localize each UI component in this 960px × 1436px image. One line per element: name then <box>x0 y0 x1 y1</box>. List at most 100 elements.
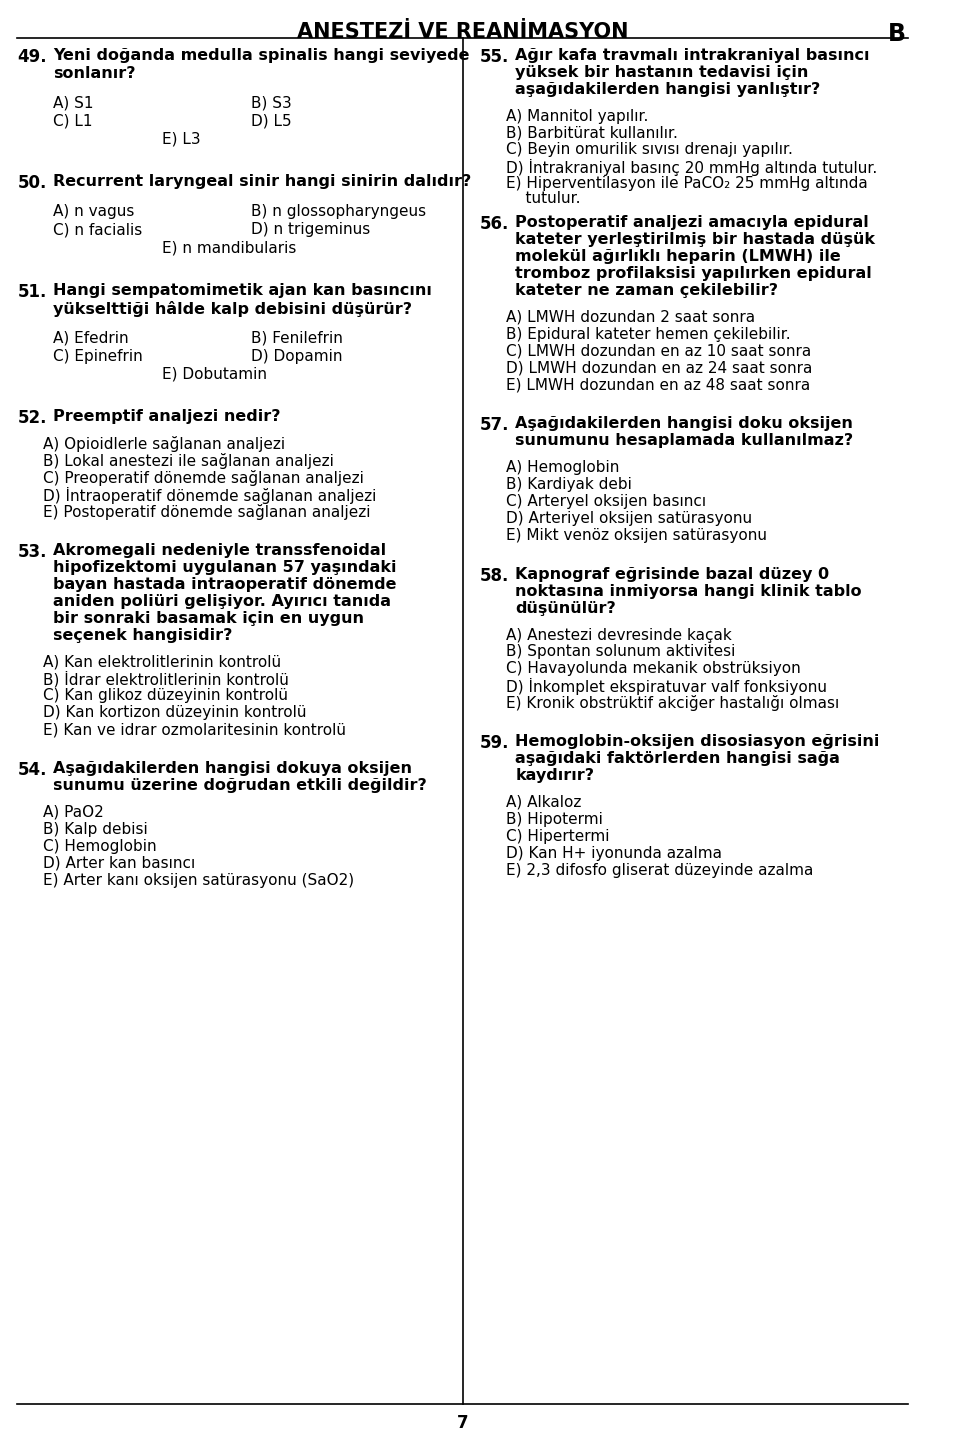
Text: D) İntraoperatif dönemde sağlanan analjezi: D) İntraoperatif dönemde sağlanan analje… <box>43 487 376 504</box>
Text: 58.: 58. <box>480 567 509 584</box>
Text: kateter ne zaman çekilebilir?: kateter ne zaman çekilebilir? <box>516 283 779 297</box>
Text: 59.: 59. <box>480 734 510 752</box>
Text: B) Barbitürat kullanılır.: B) Barbitürat kullanılır. <box>506 125 678 141</box>
Text: aşağıdaki faktörlerden hangisi sağa: aşağıdaki faktörlerden hangisi sağa <box>516 751 840 765</box>
Text: A) Opioidlerle sağlanan analjezi: A) Opioidlerle sağlanan analjezi <box>43 437 285 452</box>
Text: Hangi sempatomimetik ajan kan basıncını: Hangi sempatomimetik ajan kan basıncını <box>53 283 432 297</box>
Text: B) Fenilefrin: B) Fenilefrin <box>251 330 343 346</box>
Text: Preemptif analjezi nedir?: Preemptif analjezi nedir? <box>53 409 280 425</box>
Text: B) Lokal anestezi ile sağlanan analjezi: B) Lokal anestezi ile sağlanan analjezi <box>43 454 334 470</box>
Text: molekül ağırlıklı heparin (LMWH) ile: molekül ağırlıklı heparin (LMWH) ile <box>516 248 841 264</box>
Text: 49.: 49. <box>17 47 47 66</box>
Text: kaydırır?: kaydırır? <box>516 768 594 783</box>
Text: 7: 7 <box>457 1414 468 1432</box>
Text: A) Hemoglobin: A) Hemoglobin <box>506 460 619 475</box>
Text: E) Kan ve idrar ozmolaritesinin kontrolü: E) Kan ve idrar ozmolaritesinin kontrolü <box>43 722 347 737</box>
Text: D) Arteriyel oksijen satürasyonu: D) Arteriyel oksijen satürasyonu <box>506 511 752 526</box>
Text: D) İntrakraniyal basınç 20 mmHg altında tutulur.: D) İntrakraniyal basınç 20 mmHg altında … <box>506 159 877 177</box>
Text: B) Kardiyak debi: B) Kardiyak debi <box>506 477 632 493</box>
Text: A) PaO2: A) PaO2 <box>43 804 104 820</box>
Text: yüksek bir hastanın tedavisi için: yüksek bir hastanın tedavisi için <box>516 65 809 80</box>
Text: Aşağıdakilerden hangisi doku oksijen: Aşağıdakilerden hangisi doku oksijen <box>516 416 853 431</box>
Text: D) LMWH dozundan en az 24 saat sonra: D) LMWH dozundan en az 24 saat sonra <box>506 360 812 376</box>
Text: A) Mannitol yapılır.: A) Mannitol yapılır. <box>506 109 648 123</box>
Text: 57.: 57. <box>480 416 510 434</box>
Text: A) Alkaloz: A) Alkaloz <box>506 796 581 810</box>
Text: C) n facialis: C) n facialis <box>53 223 142 237</box>
Text: yükselttiği hâlde kalp debisini düşürür?: yükselttiği hâlde kalp debisini düşürür? <box>53 300 412 317</box>
Text: 53.: 53. <box>17 543 47 561</box>
Text: sunumu üzerine doğrudan etkili değildir?: sunumu üzerine doğrudan etkili değildir? <box>53 778 427 793</box>
Text: B) İdrar elektrolitlerinin kontrolü: B) İdrar elektrolitlerinin kontrolü <box>43 672 289 688</box>
Text: 56.: 56. <box>480 215 509 233</box>
Text: Hemoglobin-oksijen disosiasyon eğrisini: Hemoglobin-oksijen disosiasyon eğrisini <box>516 734 880 750</box>
Text: C) Kan glikoz düzeyinin kontrolü: C) Kan glikoz düzeyinin kontrolü <box>43 688 288 704</box>
Text: A) LMWH dozundan 2 saat sonra: A) LMWH dozundan 2 saat sonra <box>506 310 755 325</box>
Text: sunumunu hesaplamada kullanılmaz?: sunumunu hesaplamada kullanılmaz? <box>516 434 853 448</box>
Text: hipofizektomi uygulanan 57 yaşındaki: hipofizektomi uygulanan 57 yaşındaki <box>53 560 396 574</box>
Text: C) Epinefrin: C) Epinefrin <box>53 349 143 363</box>
Text: Aşağıdakilerden hangisi dokuya oksijen: Aşağıdakilerden hangisi dokuya oksijen <box>53 761 412 775</box>
Text: bir sonraki basamak için en uygun: bir sonraki basamak için en uygun <box>53 610 364 626</box>
Text: bayan hastada intraoperatif dönemde: bayan hastada intraoperatif dönemde <box>53 577 396 592</box>
Text: C) Havayolunda mekanik obstrüksiyon: C) Havayolunda mekanik obstrüksiyon <box>506 662 801 676</box>
Text: E) LMWH dozundan en az 48 saat sonra: E) LMWH dozundan en az 48 saat sonra <box>506 378 810 392</box>
Text: aşağıdakilerden hangisi yanlıştır?: aşağıdakilerden hangisi yanlıştır? <box>516 82 821 96</box>
Text: A) n vagus: A) n vagus <box>53 204 134 220</box>
Text: Ağır kafa travmalı intrakraniyal basıncı: Ağır kafa travmalı intrakraniyal basıncı <box>516 47 870 63</box>
Text: seçenek hangisidir?: seçenek hangisidir? <box>53 628 232 642</box>
Text: C) LMWH dozundan en az 10 saat sonra: C) LMWH dozundan en az 10 saat sonra <box>506 343 811 359</box>
Text: A) Kan elektrolitlerinin kontrolü: A) Kan elektrolitlerinin kontrolü <box>43 655 281 669</box>
Text: E) Postoperatif dönemde sağlanan analjezi: E) Postoperatif dönemde sağlanan analjez… <box>43 504 371 520</box>
Text: aniden poliüri gelişiyor. Ayırıcı tanıda: aniden poliüri gelişiyor. Ayırıcı tanıda <box>53 593 391 609</box>
Text: A) Anestezi devresinde kaçak: A) Anestezi devresinde kaçak <box>506 628 732 642</box>
Text: A) S1: A) S1 <box>53 96 93 111</box>
Text: tromboz profilaksisi yapılırken epidural: tromboz profilaksisi yapılırken epidural <box>516 266 873 281</box>
Text: E) Kronik obstrüktif akciğer hastalığı olması: E) Kronik obstrüktif akciğer hastalığı o… <box>506 695 839 711</box>
Text: 55.: 55. <box>480 47 509 66</box>
Text: D) Dopamin: D) Dopamin <box>251 349 342 363</box>
Text: C) Hipertermi: C) Hipertermi <box>506 829 610 844</box>
Text: A) Efedrin: A) Efedrin <box>53 330 129 346</box>
Text: B) Hipotermi: B) Hipotermi <box>506 811 603 827</box>
Text: D) L5: D) L5 <box>251 113 291 129</box>
Text: 52.: 52. <box>17 409 47 428</box>
Text: tutulur.: tutulur. <box>506 191 581 207</box>
Text: B) n glossopharyngeus: B) n glossopharyngeus <box>251 204 425 220</box>
Text: C) Hemoglobin: C) Hemoglobin <box>43 839 157 853</box>
Text: ANESTEZİ VE REANİMASYON: ANESTEZİ VE REANİMASYON <box>297 22 628 42</box>
Text: C) Preoperatif dönemde sağlanan analjezi: C) Preoperatif dönemde sağlanan analjezi <box>43 470 364 487</box>
Text: E) L3: E) L3 <box>162 132 201 146</box>
Text: E) 2,3 difosfo gliserat düzeyinde azalma: E) 2,3 difosfo gliserat düzeyinde azalma <box>506 863 813 877</box>
Text: D) n trigeminus: D) n trigeminus <box>251 223 370 237</box>
Text: B) Spontan solunum aktivitesi: B) Spontan solunum aktivitesi <box>506 645 735 659</box>
Text: Akromegali nedeniyle transsfenoidal: Akromegali nedeniyle transsfenoidal <box>53 543 386 557</box>
Text: B) S3: B) S3 <box>251 96 291 111</box>
Text: E) Dobutamin: E) Dobutamin <box>162 366 267 382</box>
Text: B: B <box>888 22 905 46</box>
Text: E) Hiperventilasyon ile PaCO₂ 25 mmHg altında: E) Hiperventilasyon ile PaCO₂ 25 mmHg al… <box>506 177 868 191</box>
Text: E) Arter kanı oksijen satürasyonu (SaO2): E) Arter kanı oksijen satürasyonu (SaO2) <box>43 873 354 887</box>
Text: düşünülür?: düşünülür? <box>516 600 616 616</box>
Text: B) Epidural kateter hemen çekilebilir.: B) Epidural kateter hemen çekilebilir. <box>506 327 790 342</box>
Text: E) Mikt venöz oksijen satürasyonu: E) Mikt venöz oksijen satürasyonu <box>506 528 767 543</box>
Text: Recurrent laryngeal sinir hangi sinirin dalıdır?: Recurrent laryngeal sinir hangi sinirin … <box>53 174 471 190</box>
Text: E) n mandibularis: E) n mandibularis <box>162 240 297 256</box>
Text: D) Kan H+ iyonunda azalma: D) Kan H+ iyonunda azalma <box>506 846 722 860</box>
Text: D) Arter kan basıncı: D) Arter kan basıncı <box>43 856 196 870</box>
Text: C) Arteryel oksijen basıncı: C) Arteryel oksijen basıncı <box>506 494 706 508</box>
Text: 51.: 51. <box>17 283 47 302</box>
Text: sonlanır?: sonlanır? <box>53 66 135 80</box>
Text: D) Kan kortizon düzeyinin kontrolü: D) Kan kortizon düzeyinin kontrolü <box>43 705 307 721</box>
Text: 54.: 54. <box>17 761 47 778</box>
Text: noktasına inmiyorsa hangi klinik tablo: noktasına inmiyorsa hangi klinik tablo <box>516 583 862 599</box>
Text: Postoperatif analjezi amacıyla epidural: Postoperatif analjezi amacıyla epidural <box>516 215 869 230</box>
Text: Yeni doğanda medulla spinalis hangi seviyede: Yeni doğanda medulla spinalis hangi sevi… <box>53 47 469 63</box>
Text: C) L1: C) L1 <box>53 113 92 129</box>
Text: D) İnkomplet ekspiratuvar valf fonksiyonu: D) İnkomplet ekspiratuvar valf fonksiyon… <box>506 678 827 695</box>
Text: kateter yerleştirilmiş bir hastada düşük: kateter yerleştirilmiş bir hastada düşük <box>516 233 876 247</box>
Text: B) Kalp debisi: B) Kalp debisi <box>43 821 148 837</box>
Text: Kapnograf eğrisinde bazal düzey 0: Kapnograf eğrisinde bazal düzey 0 <box>516 567 829 582</box>
Text: 50.: 50. <box>17 174 47 192</box>
Text: C) Beyin omurilik sıvısı drenajı yapılır.: C) Beyin omurilik sıvısı drenajı yapılır… <box>506 142 793 158</box>
